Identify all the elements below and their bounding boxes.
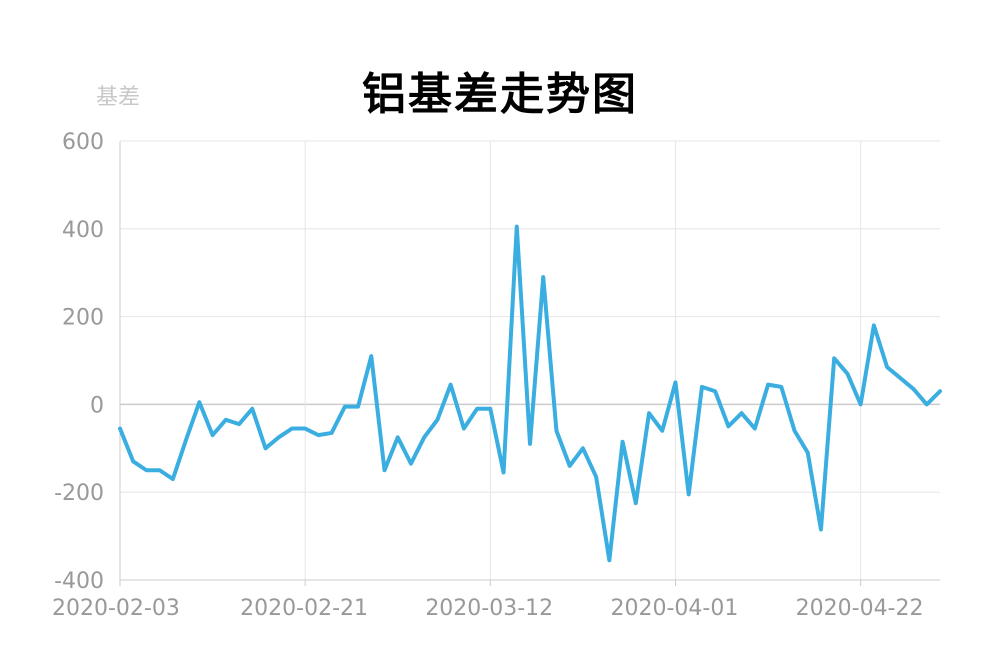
data-point [554, 429, 558, 433]
y-tick-label: -200 [54, 481, 104, 506]
data-point [925, 402, 929, 406]
data-point [779, 385, 783, 389]
data-point [409, 462, 413, 466]
data-point [581, 446, 585, 450]
axes [119, 141, 940, 586]
data-point [647, 411, 651, 415]
data-point [290, 427, 294, 431]
data-point [753, 427, 757, 431]
data-point [237, 422, 241, 426]
data-point [806, 451, 810, 455]
data-point [118, 427, 122, 431]
data-point [898, 376, 902, 380]
x-tick-label: 2020-04-22 [796, 596, 924, 621]
data-point [356, 405, 360, 409]
data-point [515, 225, 519, 229]
data-point [541, 275, 545, 279]
data-point [687, 492, 691, 496]
data-point [369, 354, 373, 358]
x-tick-label: 2020-03-12 [425, 596, 553, 621]
data-point [171, 477, 175, 481]
data-point [528, 442, 532, 446]
data-point [224, 418, 228, 422]
y-tick-label: -400 [54, 569, 104, 594]
data-point [396, 435, 400, 439]
data-point [343, 405, 347, 409]
data-point [330, 431, 334, 435]
data-point [303, 427, 307, 431]
x-tick-label: 2020-04-01 [610, 596, 738, 621]
y-tick-label: 400 [62, 218, 104, 243]
data-point [819, 528, 823, 532]
data-point [793, 429, 797, 433]
data-point [938, 389, 942, 393]
data-point [316, 433, 320, 437]
chart-title: 铝基差走势图 [362, 69, 638, 120]
y-tick-label: 0 [90, 393, 104, 418]
data-point [449, 383, 453, 387]
data-point [144, 468, 148, 472]
data-point [502, 470, 506, 474]
data-point [211, 433, 215, 437]
data-point [872, 323, 876, 327]
data-point [621, 440, 625, 444]
data-point [845, 372, 849, 376]
data-point [277, 435, 281, 439]
series [118, 224, 942, 563]
data-point [250, 407, 254, 411]
data-point [912, 387, 916, 391]
y-tick-label: 200 [62, 306, 104, 331]
data-point [885, 365, 889, 369]
data-point [726, 424, 730, 428]
data-point [634, 501, 638, 505]
data-point [383, 468, 387, 472]
x-tick-label: 2020-02-03 [52, 596, 180, 621]
data-point [607, 558, 611, 562]
data-point [700, 385, 704, 389]
data-point [660, 429, 664, 433]
data-point [462, 427, 466, 431]
data-point [131, 459, 135, 463]
data-point [594, 475, 598, 479]
data-point [263, 446, 267, 450]
data-point [713, 389, 717, 393]
data-point [766, 383, 770, 387]
data-point [859, 402, 863, 406]
data-point [197, 400, 201, 404]
series-line [118, 224, 942, 563]
data-point [184, 438, 188, 442]
data-point [673, 380, 677, 384]
x-tick-label: 2020-02-21 [240, 596, 368, 621]
data-point [740, 411, 744, 415]
data-point [422, 435, 426, 439]
data-point [158, 468, 162, 472]
data-point [488, 407, 492, 411]
y-axis-label: 基差 [96, 85, 140, 110]
data-point [568, 464, 572, 468]
data-point [435, 418, 439, 422]
data-point [832, 356, 836, 360]
y-tick-label: 600 [62, 130, 104, 155]
data-point [475, 407, 479, 411]
